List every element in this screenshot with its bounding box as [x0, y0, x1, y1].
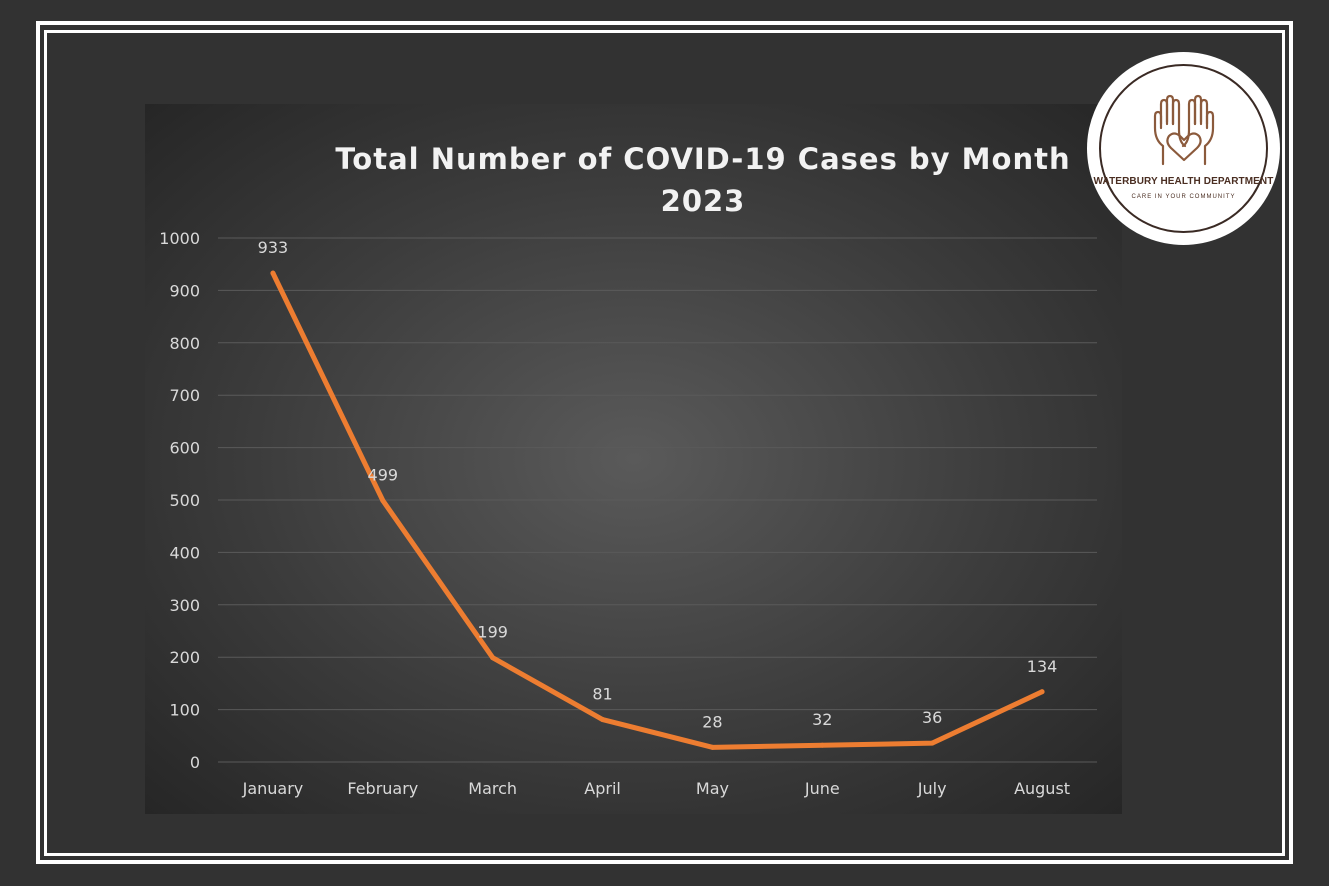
x-tick-label: July [917, 779, 947, 798]
series-line [270, 270, 1045, 750]
y-tick-label: 300 [169, 596, 200, 615]
data-label: 36 [922, 708, 942, 727]
logo-ring [1099, 64, 1268, 233]
y-tick-label: 200 [169, 648, 200, 667]
y-tick-label: 400 [169, 543, 200, 562]
logo-tagline: CARE IN YOUR COMMUNITY [1131, 194, 1236, 200]
outer-frame [36, 21, 1293, 864]
data-label: 28 [702, 712, 722, 731]
data-point [929, 740, 935, 746]
chart-title: Total Number of COVID-19 Cases by Month … [145, 138, 1261, 222]
data-point [600, 717, 606, 723]
data-label: 32 [812, 710, 832, 729]
x-tick-label: March [468, 779, 517, 798]
chart-subtitle: 2023 [660, 184, 746, 218]
chart-panel [145, 104, 1122, 814]
data-label: 499 [368, 466, 399, 485]
data-point [819, 742, 825, 748]
logo-name: WATERBURY HEALTH DEPARTMENT [1093, 176, 1274, 187]
data-point [490, 655, 496, 661]
hands-heart-icon [1153, 94, 1215, 166]
y-tick-label: 100 [169, 701, 200, 720]
y-tick-label: 800 [169, 334, 200, 353]
y-tick-label: 0 [190, 753, 200, 772]
data-point [270, 270, 276, 276]
data-label: 933 [258, 238, 289, 257]
y-tick-label: 1000 [159, 229, 200, 248]
chart-title-line: Total Number of COVID-19 Cases by Month [335, 142, 1071, 176]
y-tick-label: 700 [169, 386, 200, 405]
inner-frame [44, 30, 1285, 856]
data-label: 134 [1027, 657, 1058, 676]
y-tick-label: 500 [169, 491, 200, 510]
data-point [709, 744, 715, 750]
y-tick-label: 600 [169, 439, 200, 458]
data-label: 81 [592, 685, 612, 704]
x-tick-label: April [584, 779, 621, 798]
x-tick-label: August [1014, 779, 1070, 798]
data-point [1039, 689, 1045, 695]
x-tick-label: June [804, 779, 840, 798]
waterbury-logo: WATERBURY HEALTH DEPARTMENT CARE IN YOUR… [1087, 52, 1280, 245]
y-tick-label: 900 [169, 281, 200, 300]
x-tick-label: May [696, 779, 729, 798]
x-tick-label: February [347, 779, 418, 798]
data-point [380, 498, 386, 504]
data-label: 199 [477, 623, 508, 642]
x-tick-label: January [242, 779, 304, 798]
